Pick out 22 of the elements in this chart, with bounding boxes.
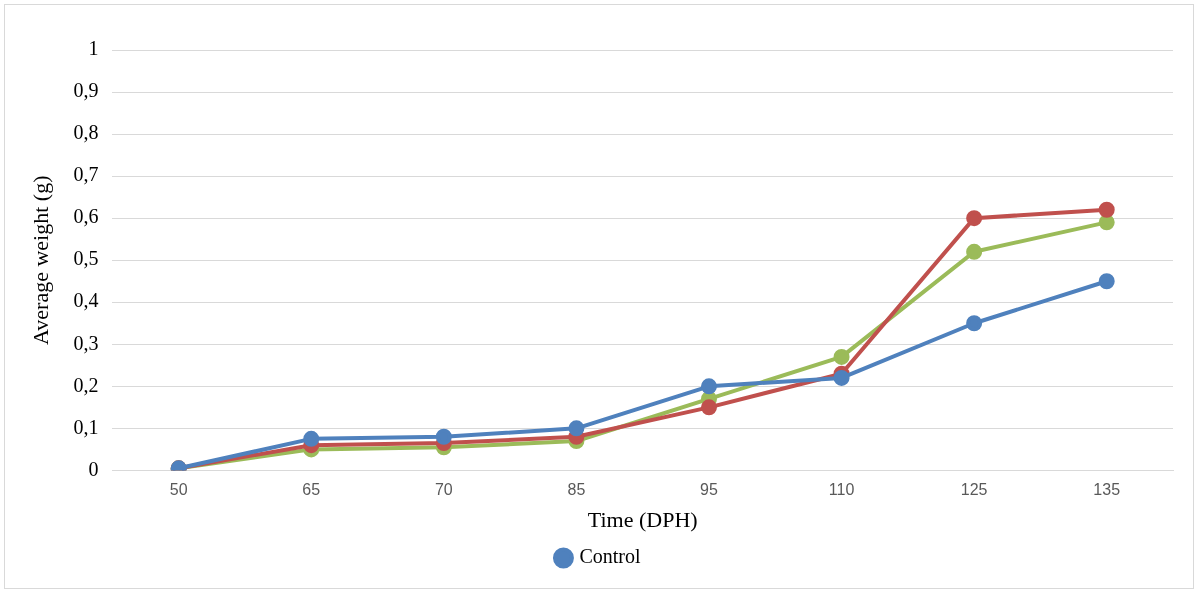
y-tick-label: 0 (88, 457, 99, 480)
y-tick-label: 0,5 (73, 247, 99, 270)
y-tick-label: 0,3 (73, 331, 99, 354)
x-tick-label: 65 (302, 481, 321, 499)
y-tick-label: 0,8 (73, 121, 99, 144)
y-axis-title: Average weight (g) (27, 175, 53, 345)
x-axis-title: Time (DPH) (587, 506, 698, 532)
x-tick-label: 125 (960, 481, 988, 499)
x-tick-label: 50 (169, 481, 188, 499)
y-tick-label: 0,2 (73, 373, 99, 396)
legend-label: Control (579, 545, 641, 568)
y-tick-label: 0,9 (73, 79, 99, 102)
y-tick-label: 0,6 (73, 205, 99, 228)
y-tick-label: 0,1 (73, 415, 99, 438)
x-tick-label: 110 (828, 481, 855, 499)
x-tick-label: 70 (434, 481, 453, 499)
x-tick-label: 135 (1093, 481, 1121, 499)
y-tick-label: 0,7 (73, 163, 99, 186)
x-tick-label: 85 (567, 481, 586, 499)
y-tick-label: 1 (88, 37, 99, 60)
x-tick-label: 95 (700, 481, 718, 499)
y-tick-label: 0,4 (73, 289, 99, 312)
